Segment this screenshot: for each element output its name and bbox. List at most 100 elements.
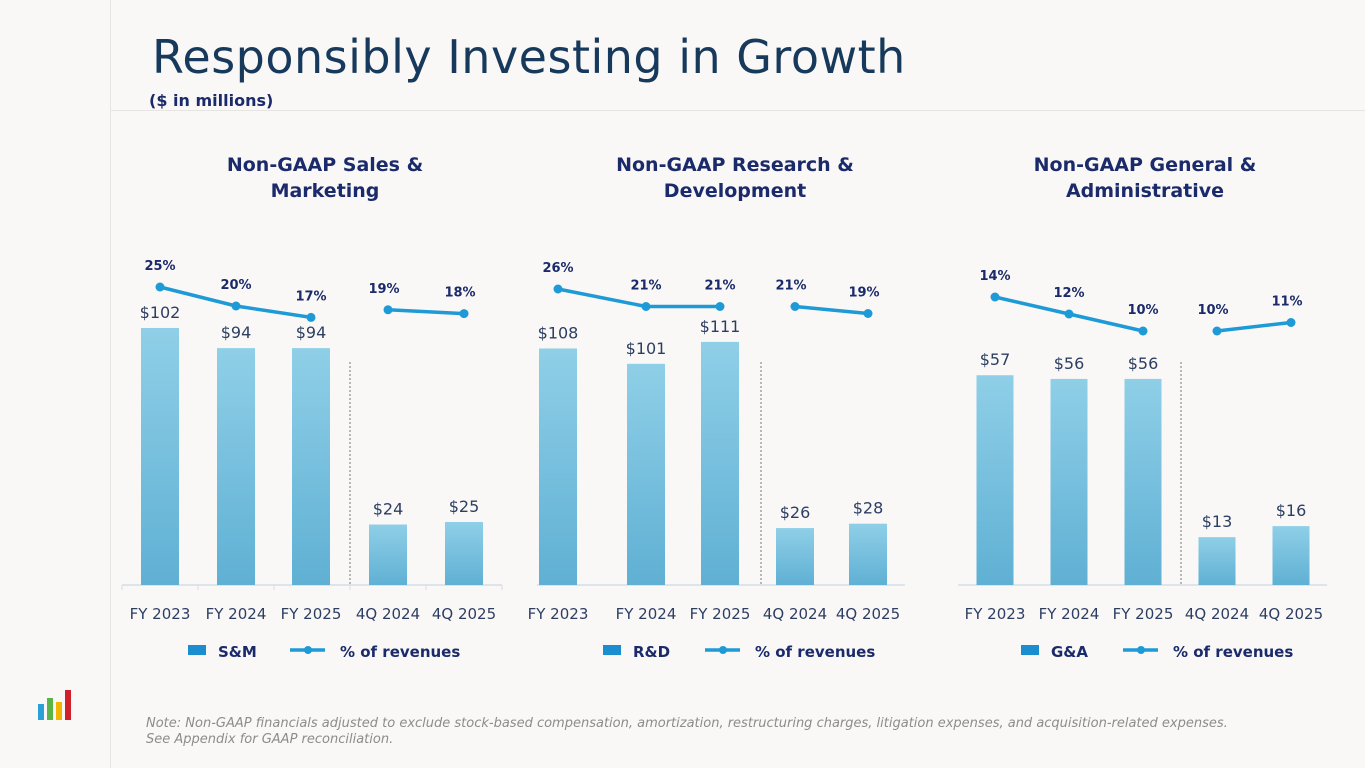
chart-title-general-administrative: Non-GAAP General & Administrative (980, 152, 1310, 204)
percent-label: 26% (542, 261, 573, 276)
percent-point (1286, 318, 1296, 327)
chart-title-line: Administrative (1065, 180, 1225, 202)
percent-line (387, 308, 465, 316)
percent-point (990, 292, 1000, 302)
percent-label: 10% (1127, 303, 1158, 318)
percent-point (1064, 309, 1074, 319)
x-tick-label: 4Q 2025 (836, 605, 900, 623)
bar-value-label: $102 (140, 303, 181, 322)
x-tick-label: FY 2023 (528, 605, 589, 623)
footnote: Note: Non-GAAP financials adjusted to ex… (146, 716, 1228, 748)
x-tick-label: 4Q 2024 (763, 605, 827, 623)
chart-title-line: Non-GAAP Research & (616, 154, 854, 176)
bar (1050, 378, 1088, 585)
footnote-line: Note: Non-GAAP financials adjusted to ex… (146, 716, 1228, 731)
legend-line-marker (719, 646, 727, 654)
units-subtitle: ($ in millions) (149, 91, 274, 110)
percent-label: 14% (979, 269, 1010, 284)
percent-point (306, 312, 316, 322)
page-title: Responsibly Investing in Growth (152, 30, 906, 84)
percent-point (1138, 326, 1148, 336)
x-tick-label: FY 2025 (1113, 605, 1174, 623)
percent-point (553, 284, 563, 294)
x-tick-label: FY 2024 (616, 605, 677, 623)
percent-point (863, 309, 873, 318)
bar (445, 522, 483, 585)
x-tick-label: 4Q 2025 (1259, 605, 1323, 623)
legend-line-label: % of revenues (1173, 643, 1293, 661)
bar (539, 348, 577, 585)
percent-label: 17% (295, 289, 326, 304)
bar (627, 363, 665, 585)
legend-line-label: % of revenues (340, 643, 460, 661)
bar (976, 375, 1014, 585)
footnote-line: See Appendix for GAAP reconciliation. (146, 732, 394, 747)
x-tick-label: FY 2024 (206, 605, 267, 623)
x-tick-label: FY 2023 (965, 605, 1026, 623)
bar (141, 327, 179, 585)
percent-point (1212, 326, 1222, 336)
chart-title-line: Marketing (270, 180, 380, 202)
x-tick-label: FY 2024 (1039, 605, 1100, 623)
percent-point (790, 302, 800, 311)
bar-value-label: $25 (449, 497, 480, 516)
legend-bar-label: S&M (218, 643, 257, 661)
bar-value-label: $16 (1276, 501, 1307, 520)
percent-label: 20% (220, 278, 251, 293)
bar (1124, 378, 1162, 585)
percent-label: 11% (1271, 295, 1302, 310)
chart-title-line: Development (663, 180, 807, 202)
percent-line (1216, 320, 1292, 333)
chart-title-line: Non-GAAP Sales & (226, 154, 424, 176)
percent-label: 19% (368, 282, 399, 297)
chart-title-line: Non-GAAP General & (1033, 154, 1257, 176)
x-tick-label: 4Q 2024 (356, 605, 420, 623)
percent-label: 21% (704, 279, 735, 294)
percent-label: 12% (1053, 286, 1084, 301)
percent-label: 18% (444, 286, 475, 301)
percent-label: 21% (630, 279, 661, 294)
bar (776, 528, 814, 585)
chart-title-sales-marketing: Non-GAAP Sales & Marketing (160, 152, 490, 204)
x-tick-label: 4Q 2024 (1185, 605, 1249, 623)
x-tick-label: FY 2023 (130, 605, 191, 623)
bar (1198, 537, 1236, 585)
legend-bar-swatch (188, 645, 206, 655)
bar-value-label: $111 (700, 317, 741, 336)
percent-label: 10% (1197, 303, 1228, 318)
bar (369, 524, 407, 585)
legend-line-marker (1137, 646, 1145, 654)
chart-title-research-development: Non-GAAP Research & Development (570, 152, 900, 204)
bar (292, 348, 330, 585)
legend-bar-swatch (1021, 645, 1039, 655)
bar-value-label: $94 (296, 323, 327, 342)
percent-point (383, 305, 393, 315)
x-tick-label: 4Q 2025 (432, 605, 496, 623)
bar-value-label: $28 (853, 499, 884, 518)
legend-line-label: % of revenues (755, 643, 875, 661)
bar-value-label: $108 (538, 323, 579, 342)
bar-value-label: $26 (780, 503, 811, 522)
bar-value-label: $94 (221, 323, 252, 342)
bar-value-label: $13 (1202, 512, 1233, 531)
percent-label: 21% (775, 279, 806, 294)
x-tick-label: FY 2025 (281, 605, 342, 623)
bar (217, 348, 255, 585)
bar (849, 523, 887, 585)
bar-value-label: $56 (1054, 354, 1085, 373)
percent-point (459, 309, 469, 319)
bar (1272, 526, 1310, 585)
bar-value-label: $24 (373, 500, 404, 519)
bar-value-label: $56 (1128, 354, 1159, 373)
bar-chart-logo-icon (38, 690, 71, 720)
left-rail-divider (110, 0, 111, 768)
percent-point (231, 301, 241, 311)
percent-label: 19% (848, 286, 879, 301)
percent-line (794, 304, 869, 316)
legend-bar-label: G&A (1051, 643, 1088, 661)
percent-point (155, 282, 165, 292)
bar-value-label: $101 (626, 339, 667, 358)
header-divider (111, 110, 1365, 111)
legend-bar-swatch (603, 645, 621, 655)
